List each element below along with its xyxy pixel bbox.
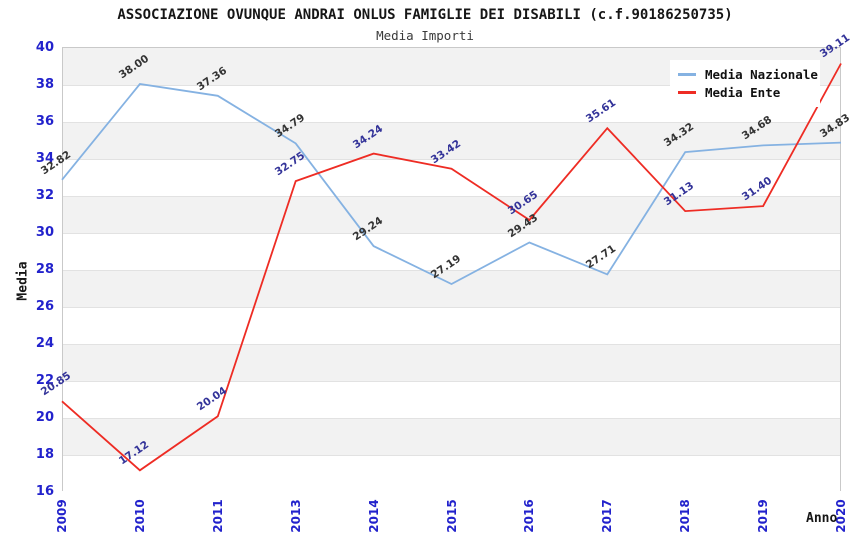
plot-band	[63, 344, 840, 381]
y-axis-tick-label: 26	[35, 298, 54, 314]
plot-band	[63, 418, 840, 455]
plot-band	[63, 381, 840, 418]
plot-area	[62, 47, 841, 492]
y-axis-tick-label: 32	[35, 187, 54, 203]
y-axis-tick-label: 24	[35, 335, 54, 351]
x-axis-tick-label: 2010	[132, 499, 147, 533]
plot-band	[63, 270, 840, 307]
x-axis-tick-label: 2019	[756, 499, 771, 533]
x-axis-tick-label: 2017	[600, 499, 615, 533]
chart-title: ASSOCIAZIONE OVUNQUE ANDRAI ONLUS FAMIGL…	[117, 7, 733, 23]
x-axis-tick-label: 2013	[288, 499, 303, 533]
x-axis-title: Anno	[806, 511, 838, 526]
y-axis-tick-label: 28	[35, 261, 54, 277]
plot-band	[63, 122, 840, 159]
legend: Media Nazionale Media Ente	[670, 60, 820, 107]
x-axis-tick-label: 2016	[522, 499, 537, 533]
x-axis-tick-label: 2014	[366, 499, 381, 533]
plot-band	[63, 159, 840, 196]
legend-label: Media Nazionale	[705, 66, 818, 82]
x-axis-tick-label: 2018	[678, 499, 693, 533]
y-axis-tick-label: 34	[35, 150, 54, 166]
plot-band	[63, 233, 840, 270]
x-axis-tick-label: 2011	[210, 499, 225, 533]
y-axis-tick-label: 22	[35, 372, 54, 388]
y-axis-tick-label: 36	[35, 113, 54, 129]
legend-label: Media Ente	[705, 84, 781, 100]
y-axis-tick-label: 18	[35, 446, 54, 462]
x-axis-tick-label: 2015	[444, 499, 459, 533]
legend-item-media-nazionale: Media Nazionale	[678, 65, 820, 83]
legend-swatch-media-nazionale	[678, 72, 696, 76]
legend-item-media-ente: Media Ente	[678, 83, 820, 101]
y-axis-tick-label: 40	[35, 39, 54, 55]
plot-band	[63, 307, 840, 344]
chart-subtitle: Media Importi	[376, 28, 474, 43]
legend-swatch-media-ente	[678, 90, 696, 94]
y-axis-tick-label: 30	[35, 224, 54, 240]
y-axis-tick-label: 38	[35, 76, 54, 92]
y-axis-tick-label: 16	[35, 483, 54, 499]
plot-band	[63, 455, 840, 492]
x-axis-tick-label: 2009	[55, 499, 69, 533]
plot-band	[63, 196, 840, 233]
y-axis-tick-label: 20	[35, 409, 54, 425]
